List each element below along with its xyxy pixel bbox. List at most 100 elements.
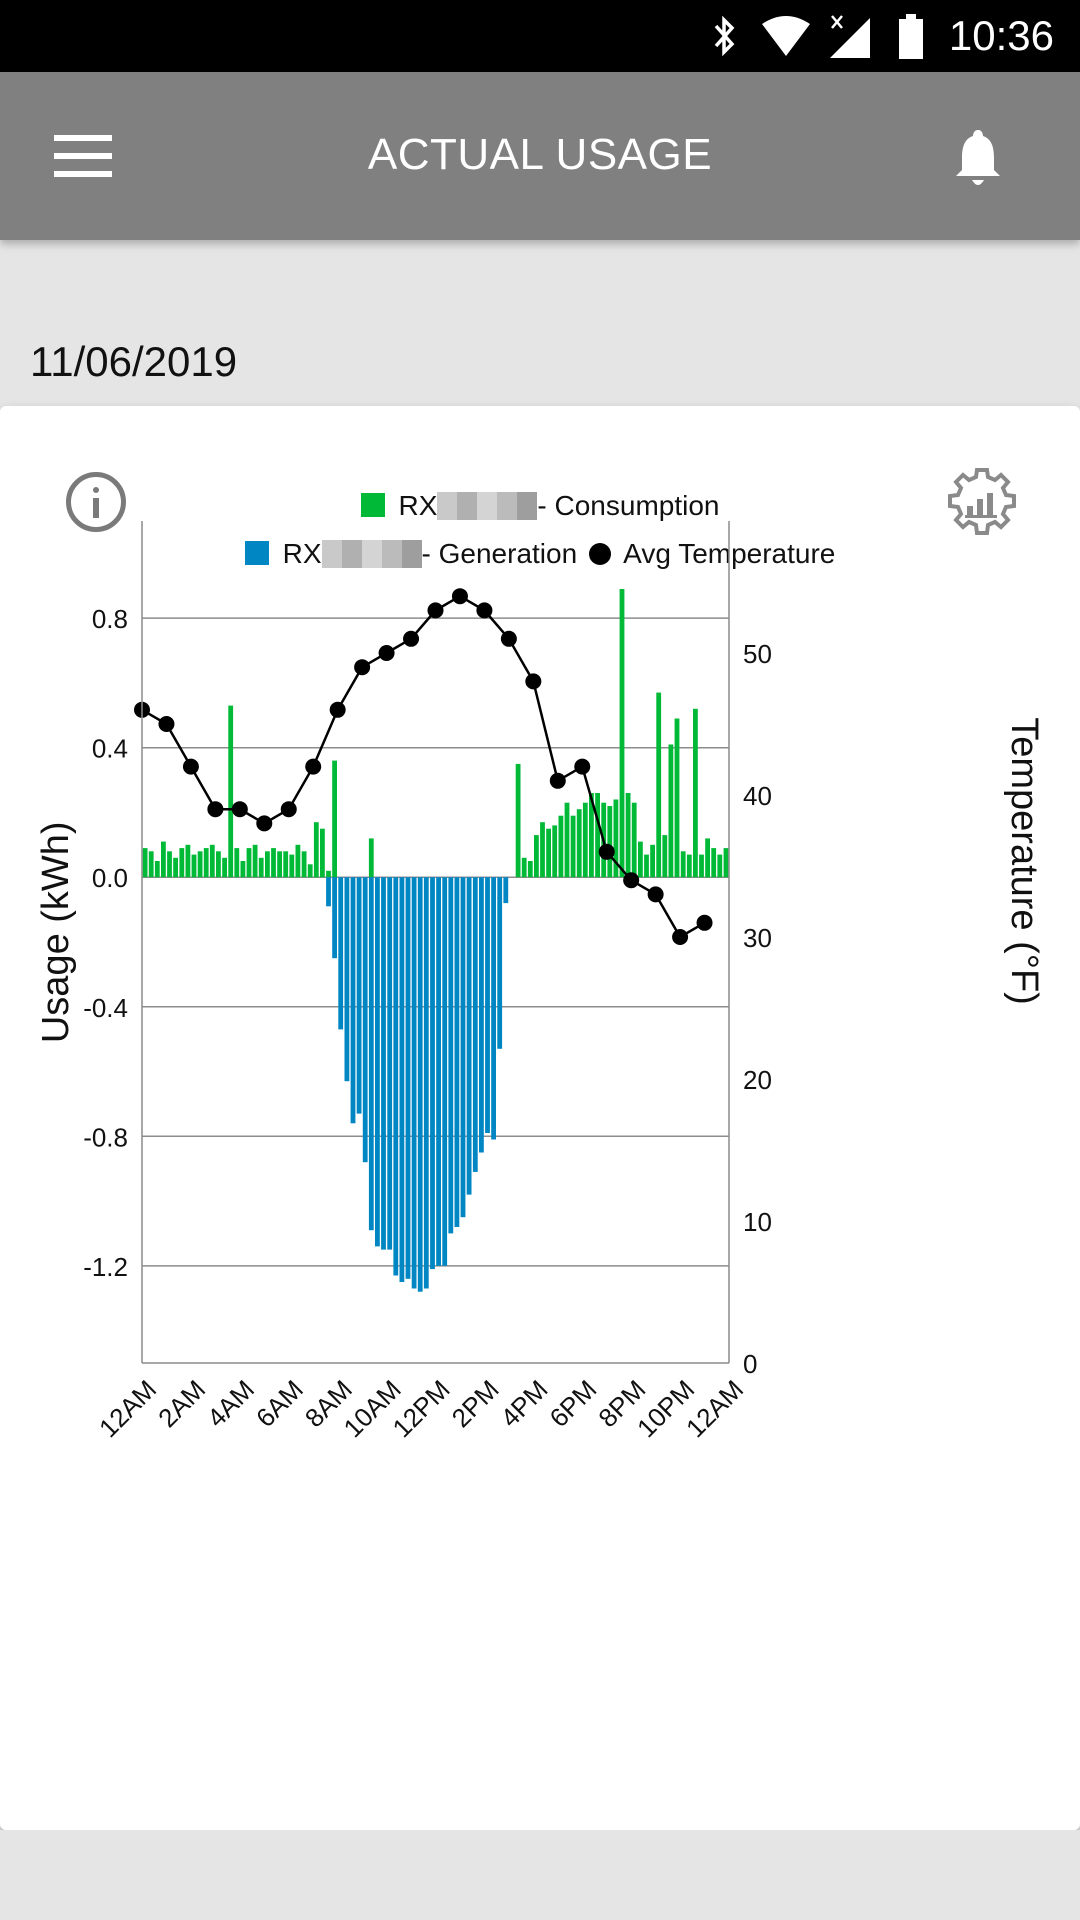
x-tick-label: 6AM <box>250 1374 309 1433</box>
x-tick-label: 2PM <box>446 1374 505 1433</box>
consumption-bar <box>368 838 374 878</box>
temperature-point <box>647 886 664 903</box>
legend-generation-prefix: RX <box>282 538 322 569</box>
info-icon[interactable] <box>66 472 126 532</box>
legend-consumption-prefix: RX <box>398 490 438 521</box>
temperature-point <box>158 716 175 732</box>
consumption-bar <box>326 870 331 878</box>
consumption-bar <box>197 851 203 878</box>
no-signal-icon <box>830 15 870 58</box>
consumption-bar <box>289 854 295 878</box>
temperature-point <box>280 801 297 818</box>
generation-bar <box>411 877 417 1289</box>
consumption-bar <box>668 744 674 878</box>
consumption-bar <box>705 838 710 878</box>
consumption-bar <box>693 708 698 878</box>
consumption-bar <box>521 857 527 878</box>
generation-bar <box>430 877 435 1270</box>
generation-bar <box>436 877 441 1266</box>
consumption-bar <box>240 861 246 878</box>
consumption-bar <box>552 825 558 878</box>
consumption-bar <box>527 861 533 878</box>
generation-bar <box>423 877 429 1289</box>
generation-bar <box>405 877 411 1279</box>
generation-bar <box>381 877 386 1250</box>
consumption-bar <box>271 848 276 878</box>
status-time: 10:36 <box>948 12 1054 59</box>
redacted-account-id <box>321 540 422 568</box>
legend-row-1: RX - Consumption <box>0 486 1080 534</box>
wifi-icon <box>762 16 810 56</box>
y2-tick-label: 40 <box>743 781 772 811</box>
consumption-bar <box>613 799 619 878</box>
temperature-point <box>207 801 224 818</box>
generation-bar <box>485 877 490 1133</box>
temperature-point <box>500 630 517 647</box>
consumption-bar <box>595 793 600 878</box>
temperature-line <box>134 588 713 945</box>
consumption-bar <box>619 589 625 878</box>
generation-bar <box>472 877 478 1172</box>
chart-settings-gear-icon[interactable] <box>944 466 1020 542</box>
consumption-bar <box>265 851 270 878</box>
consumption-bar <box>179 848 185 878</box>
page-title: ACTUAL USAGE <box>367 130 713 179</box>
generation-bar <box>466 877 472 1195</box>
consumption-bar <box>209 844 215 878</box>
temperature-point <box>182 758 199 775</box>
chart-axes <box>141 521 730 1364</box>
chart-bars <box>142 589 729 1292</box>
consumption-bar <box>576 809 582 878</box>
generation-bar <box>454 877 460 1227</box>
y-tick-label: -0.8 <box>83 1122 128 1152</box>
consumption-bar <box>644 854 649 878</box>
temperature-point <box>354 659 371 676</box>
consumption-bar <box>258 857 264 878</box>
temperature-point <box>623 872 640 889</box>
consumption-bar <box>662 835 668 878</box>
temperature-point <box>329 701 346 718</box>
generation-swatch <box>244 541 269 565</box>
y2-tick-label: 0 <box>743 1349 757 1379</box>
consumption-bar <box>191 854 197 878</box>
hamburger-menu-icon[interactable] <box>54 135 112 177</box>
consumption-bar <box>167 851 172 878</box>
x-tick-label: 4AM <box>201 1374 260 1433</box>
temperature-point <box>598 843 615 860</box>
temperature-swatch <box>589 543 612 565</box>
consumption-bar <box>534 835 539 878</box>
generation-bar <box>491 877 496 1140</box>
date-label[interactable]: 11/06/2019 <box>30 338 238 385</box>
temperature-point <box>256 815 273 832</box>
bottom-area <box>0 1830 1080 1920</box>
generation-bar <box>350 877 356 1124</box>
generation-bar <box>387 877 393 1250</box>
consumption-bar <box>515 763 521 878</box>
generation-bar <box>375 877 380 1247</box>
temperature-point <box>305 758 322 775</box>
consumption-bar <box>301 851 307 878</box>
temperature-point <box>427 602 444 619</box>
consumption-bar <box>631 802 637 878</box>
consumption-bar <box>674 718 680 878</box>
legend-consumption-label: - Consumption <box>537 490 720 521</box>
y-tick-label: 0.4 <box>92 734 128 764</box>
consumption-bar <box>203 848 209 878</box>
bell-icon[interactable] <box>950 128 1006 188</box>
chart-card: RX - Consumption RX - Generation Avg Temper… <box>0 406 1080 1830</box>
x-tick-label: 12AM <box>680 1374 749 1443</box>
consumption-bar <box>723 848 729 878</box>
consumption-bar <box>277 851 282 878</box>
generation-bar <box>393 877 399 1276</box>
generation-bar <box>497 877 503 1049</box>
battery-icon <box>899 14 923 59</box>
consumption-bar <box>161 841 166 878</box>
generation-bar <box>417 877 423 1292</box>
consumption-bar <box>582 802 588 878</box>
x-tick-label: 12PM <box>387 1374 456 1443</box>
consumption-bar <box>283 851 289 878</box>
consumption-bar <box>173 857 178 878</box>
consumption-bar <box>295 844 301 878</box>
temperature-point <box>696 914 713 931</box>
consumption-bar <box>142 848 148 878</box>
